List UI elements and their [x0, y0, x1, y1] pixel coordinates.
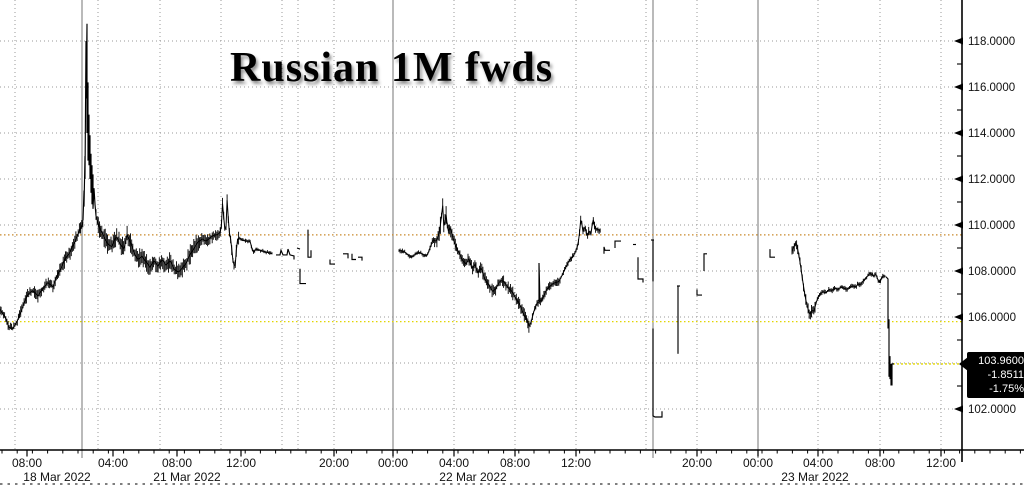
- y-axis-price-label: 110.0000: [968, 220, 1015, 232]
- x-axis-date-label: 21 Mar 2022: [153, 470, 221, 484]
- y-axis-tick-arrow: [954, 221, 963, 229]
- x-axis-date-label: 22 Mar 2022: [439, 470, 507, 484]
- x-axis-time-label: 08:00: [12, 456, 42, 470]
- price-series-midline: [95, 200, 273, 273]
- x-axis-time-label: 12:00: [561, 456, 591, 470]
- last-price-net-change: -1.8511: [987, 369, 1024, 381]
- price-series-ticks: [398, 198, 601, 333]
- price-series-segment: [769, 249, 775, 258]
- y-axis-tick-arrow: [954, 83, 963, 91]
- x-axis-time-label: 00:00: [378, 456, 408, 470]
- price-series-segment: [652, 328, 663, 418]
- y-axis-price-label: 116.0000: [968, 82, 1015, 94]
- price-series-segment: [307, 229, 312, 258]
- x-axis-date-label: 23 Mar 2022: [781, 470, 849, 484]
- y-axis-tick-arrow: [954, 37, 963, 45]
- price-series-segment: [603, 246, 610, 254]
- price-series-segment: [276, 248, 295, 260]
- price-series-segment: [696, 289, 702, 296]
- x-axis-time-label: 00:00: [743, 456, 773, 470]
- x-axis-time-label: 20:00: [319, 456, 349, 470]
- price-series-segment: [358, 256, 363, 261]
- y-axis-price-label: 108.0000: [968, 266, 1016, 278]
- price-series-segment: [637, 257, 644, 283]
- price-series-midline: [791, 242, 886, 315]
- price-series-segment: [703, 253, 707, 271]
- y-axis-price-label: 112.0000: [968, 174, 1015, 186]
- last-price-value: 103.9600: [978, 355, 1024, 367]
- x-axis-time-label: 08:00: [865, 456, 895, 470]
- price-series-segment: [329, 259, 335, 265]
- price-series-segment: [538, 262, 541, 301]
- x-axis-minor-ticks: [1, 450, 1021, 454]
- y-axis-price-label: 114.0000: [968, 128, 1015, 140]
- x-axis-time-label: 12:00: [926, 456, 956, 470]
- price-series-ticks: [95, 194, 273, 280]
- y-axis-price-label: 106.0000: [968, 312, 1016, 324]
- y-axis-tick-arrow: [954, 175, 963, 183]
- x-axis-time-label: 08:00: [500, 456, 530, 470]
- y-axis-price-label: 118.0000: [968, 36, 1015, 48]
- price-series-ticks: [791, 240, 886, 320]
- price-series-segment: [885, 276, 894, 386]
- x-axis-time-label: 20:00: [682, 456, 712, 470]
- price-series-segment: [614, 240, 621, 248]
- x-axis-time-label: 04:00: [98, 456, 128, 470]
- price-series-segment: [343, 253, 349, 259]
- x-axis-date-label: 18 Mar 2022: [23, 470, 91, 484]
- x-axis-time-label: 04:00: [803, 456, 833, 470]
- x-axis-time-label: 12:00: [226, 456, 256, 470]
- last-price-box: 103.9600 -1.8511 -1.75%: [959, 352, 1024, 398]
- price-series-midline: [0, 221, 84, 329]
- y-axis-tick-arrow: [954, 129, 963, 137]
- price-series-segment: [299, 268, 306, 285]
- price-series-segment: [296, 247, 301, 250]
- price-series-segment: [351, 253, 356, 261]
- price-series-segment: [82, 23, 97, 221]
- x-axis-time-label: 04:00: [439, 456, 469, 470]
- y-axis-tick-arrow: [954, 267, 963, 275]
- price-series-ticks: [0, 220, 84, 331]
- y-axis-price-label: 102.0000: [968, 404, 1016, 416]
- price-series-midline: [398, 205, 601, 328]
- last-price-pct-change: -1.75%: [989, 383, 1024, 395]
- x-axis-time-label: 08:00: [162, 456, 192, 470]
- y-axis-tick-arrow: [954, 313, 963, 321]
- y-axis-tick-arrow: [954, 405, 963, 413]
